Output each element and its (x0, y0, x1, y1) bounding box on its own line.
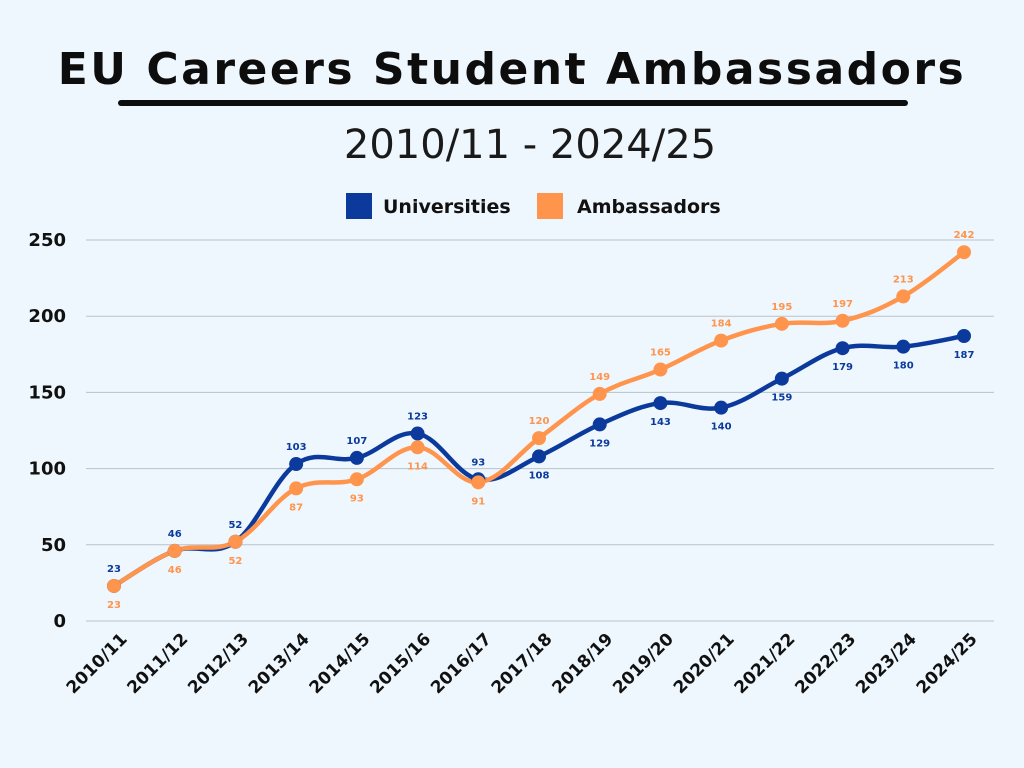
series-points (107, 245, 971, 593)
x-tick-label: 2010/11 (63, 629, 132, 698)
data-point-universities (532, 449, 546, 464)
data-point-ambassadors (107, 578, 121, 593)
data-label-ambassadors: 242 (954, 230, 975, 241)
data-point-universities (592, 417, 607, 432)
data-label-ambassadors: 87 (289, 502, 303, 513)
data-point-ambassadors (714, 333, 729, 348)
data-point-universities (653, 396, 668, 411)
data-label-ambassadors: 91 (471, 496, 485, 507)
x-tick-label: 2017/18 (488, 629, 557, 698)
legend-swatch-universities (346, 193, 372, 219)
y-tick-label: 50 (41, 535, 66, 556)
x-tick-label: 2016/17 (427, 629, 496, 698)
x-tick-label: 2013/14 (245, 629, 314, 698)
data-label-ambassadors: 93 (350, 493, 364, 504)
data-labels: 23 46 52 103 107 123 93 108 129 143 140 159 179 180 18… (107, 230, 974, 611)
y-tick-label: 150 (28, 382, 66, 403)
y-axis-ticks: 0 50 100 150 200 250 (28, 230, 66, 632)
chart-subtitle: 2010/11 - 2024/25 (344, 122, 716, 168)
y-tick-label: 200 (28, 306, 66, 327)
series-line-universities (111, 333, 967, 589)
data-point-ambassadors (167, 543, 182, 558)
data-label-universities: 108 (529, 470, 550, 481)
data-point-ambassadors (289, 481, 304, 496)
x-tick-label: 2023/24 (852, 629, 921, 698)
data-label-ambassadors: 120 (529, 416, 550, 427)
data-point-ambassadors (774, 316, 789, 331)
data-point-ambassadors (471, 475, 486, 490)
legend: Universities Ambassadors (346, 193, 721, 219)
legend-label-universities: Universities (383, 196, 511, 218)
legend-label-ambassadors: Ambassadors (577, 196, 721, 218)
data-point-ambassadors (228, 534, 243, 549)
data-label-ambassadors: 165 (650, 348, 671, 359)
data-label-universities: 187 (954, 350, 975, 361)
data-label-universities: 107 (346, 436, 367, 447)
data-point-ambassadors (349, 472, 364, 487)
data-point-ambassadors (592, 386, 607, 401)
x-axis-ticks: 2010/112011/122012/132013/142014/152015/… (63, 629, 982, 698)
data-label-universities: 93 (471, 457, 485, 468)
data-point-universities (835, 341, 850, 356)
data-label-universities: 179 (832, 362, 853, 373)
data-point-ambassadors (410, 440, 425, 455)
data-label-universities: 52 (228, 520, 242, 531)
x-tick-label: 2019/20 (609, 629, 678, 698)
x-tick-label: 2021/22 (731, 629, 800, 698)
title-underline (118, 100, 908, 106)
data-point-universities (410, 426, 425, 441)
y-tick-label: 250 (28, 230, 66, 251)
gridlines (86, 239, 994, 622)
data-label-universities: 123 (407, 412, 428, 423)
data-label-ambassadors: 114 (407, 461, 428, 472)
data-label-ambassadors: 46 (168, 565, 182, 576)
data-label-universities: 23 (107, 564, 121, 575)
data-label-ambassadors: 52 (228, 556, 242, 567)
data-point-universities (774, 371, 789, 386)
x-tick-label: 2020/21 (670, 629, 739, 698)
data-point-ambassadors (835, 313, 850, 328)
legend-swatch-ambassadors (537, 193, 563, 219)
data-point-universities (289, 457, 304, 472)
data-point-ambassadors (653, 362, 668, 377)
x-tick-label: 2015/16 (366, 629, 435, 698)
data-label-ambassadors: 23 (107, 600, 121, 611)
x-tick-label: 2011/12 (124, 629, 193, 698)
data-point-ambassadors (532, 431, 546, 446)
data-label-ambassadors: 197 (832, 299, 853, 310)
data-label-universities: 103 (286, 442, 307, 453)
y-tick-label: 0 (53, 611, 66, 632)
data-label-universities: 143 (650, 417, 671, 428)
x-tick-label: 2018/19 (549, 629, 618, 698)
data-label-ambassadors: 195 (771, 302, 792, 313)
data-label-ambassadors: 184 (711, 319, 732, 330)
data-label-universities: 180 (893, 361, 914, 372)
data-point-universities (714, 400, 729, 415)
x-tick-label: 2012/13 (184, 629, 253, 698)
data-label-universities: 159 (771, 393, 792, 404)
data-label-universities: 46 (168, 529, 182, 540)
data-label-universities: 129 (589, 438, 610, 449)
x-tick-label: 2014/15 (306, 629, 375, 698)
x-tick-label: 2024/25 (913, 629, 982, 698)
chart-title: EU Careers Student Ambassadors (58, 44, 967, 95)
data-point-universities (957, 329, 971, 344)
series-line-ambassadors (111, 249, 967, 589)
data-point-universities (896, 339, 911, 354)
data-point-ambassadors (957, 245, 971, 260)
data-point-universities (349, 450, 364, 465)
data-label-universities: 140 (711, 422, 732, 433)
data-point-ambassadors (896, 289, 911, 304)
data-label-ambassadors: 149 (589, 372, 610, 383)
y-tick-label: 100 (28, 459, 66, 480)
series-lines (111, 249, 967, 589)
x-tick-label: 2022/23 (791, 629, 860, 698)
data-label-ambassadors: 213 (893, 274, 914, 285)
